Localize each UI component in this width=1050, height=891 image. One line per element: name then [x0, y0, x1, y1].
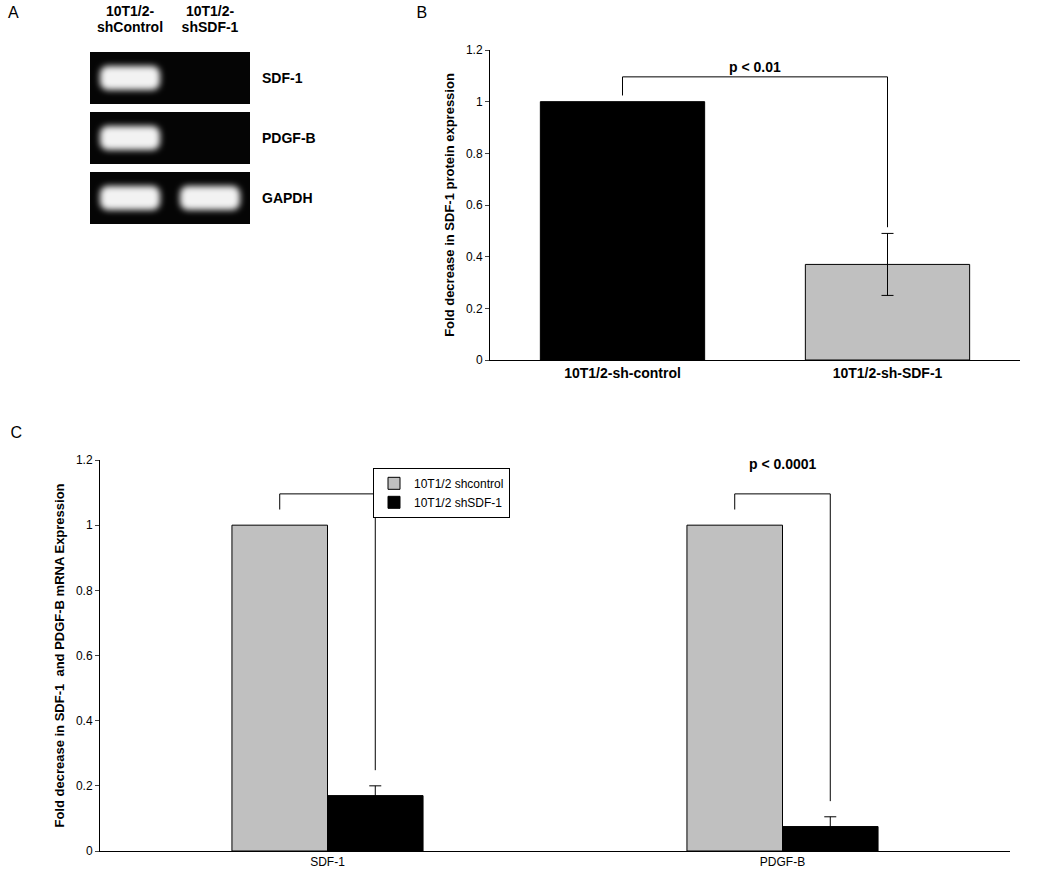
svg-text:0: 0: [86, 844, 93, 858]
svg-text:Fold decrease in SDF-1 protein: Fold decrease in SDF-1 protein expressio…: [442, 73, 457, 337]
svg-text:B: B: [416, 4, 427, 21]
svg-text:C: C: [11, 424, 23, 441]
svg-text:10T1/2-: 10T1/2-: [106, 3, 155, 19]
svg-text:10T1/2-: 10T1/2-: [186, 3, 235, 19]
svg-text:Fold decrease in SDF-1 and PD: Fold decrease in SDF-1 and PDGF-B mRNA E…: [52, 483, 67, 827]
svg-text:shControl: shControl: [97, 19, 163, 35]
svg-text:10T1/2 shSDF-1: 10T1/2 shSDF-1: [414, 496, 502, 510]
svg-text:PDGF-B: PDGF-B: [262, 130, 316, 146]
svg-text:10T1/2-sh-SDF-1: 10T1/2-sh-SDF-1: [833, 365, 943, 381]
svg-text:10T1/2-sh-control: 10T1/2-sh-control: [564, 365, 681, 381]
svg-text:10T1/2 shcontrol: 10T1/2 shcontrol: [414, 477, 503, 491]
svg-text:0.4: 0.4: [76, 714, 93, 728]
svg-text:A: A: [8, 4, 19, 21]
svg-text:1: 1: [476, 95, 483, 109]
svg-text:shSDF-1: shSDF-1: [182, 19, 239, 35]
svg-text:1.2: 1.2: [76, 453, 93, 467]
svg-text:0.4: 0.4: [466, 250, 483, 264]
svg-text:0.8: 0.8: [76, 584, 93, 598]
svg-text:p < 0.01: p < 0.01: [729, 59, 781, 75]
svg-text:0.2: 0.2: [466, 302, 483, 316]
svg-text:0: 0: [476, 353, 483, 367]
svg-text:0.2: 0.2: [76, 779, 93, 793]
svg-text:PDGF-B: PDGF-B: [760, 855, 805, 869]
svg-text:SDF-1: SDF-1: [262, 70, 303, 86]
svg-text:GAPDH: GAPDH: [262, 190, 313, 206]
svg-text:0.6: 0.6: [466, 198, 483, 212]
svg-text:0.6: 0.6: [76, 649, 93, 663]
svg-text:1.2: 1.2: [466, 43, 483, 57]
svg-text:SDF-1: SDF-1: [310, 855, 345, 869]
svg-text:1: 1: [86, 518, 93, 532]
svg-text:p < 0.0001: p < 0.0001: [749, 456, 817, 472]
svg-text:0.8: 0.8: [466, 147, 483, 161]
